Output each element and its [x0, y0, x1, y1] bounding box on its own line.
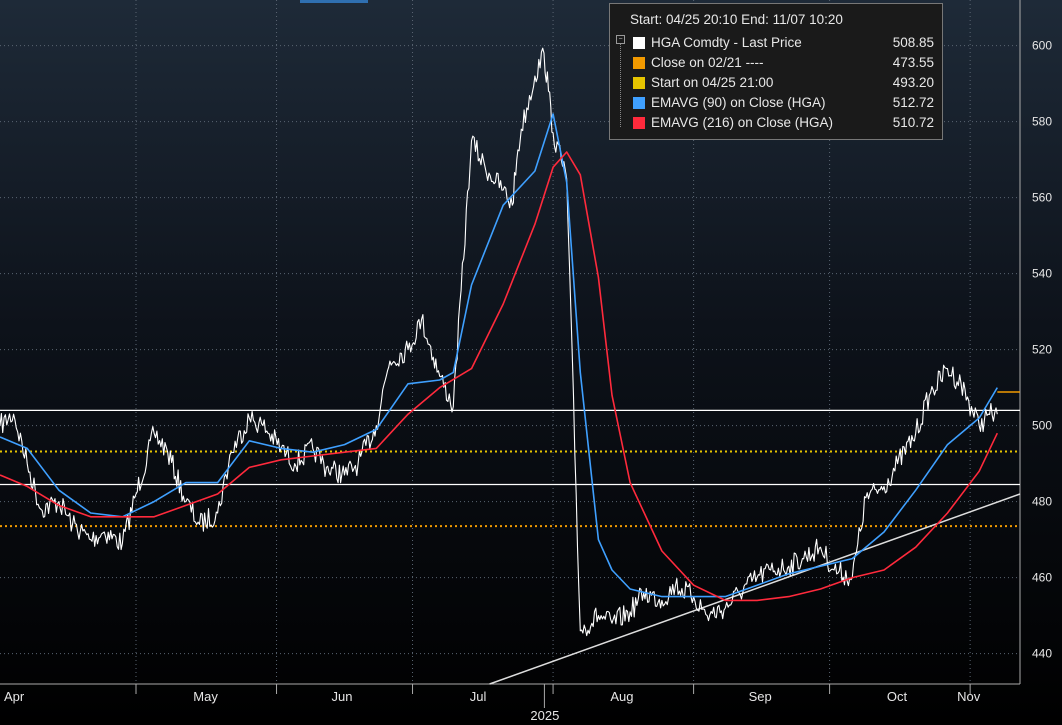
collapse-icon[interactable]: −	[616, 35, 625, 44]
x-tick-label: Sep	[749, 689, 772, 704]
x-tick-label: Aug	[610, 689, 633, 704]
legend-entry-last-price[interactable]: HGA Comdty - Last Price 508.85	[620, 34, 934, 54]
y-tick-label: 480	[1032, 495, 1052, 509]
legend-value: 510.72	[892, 115, 934, 130]
support-trendline	[489, 493, 1021, 685]
legend-entry-ema216[interactable]: EMAVG (216) on Close (HGA) 510.72	[620, 114, 934, 134]
legend-label: Close on 02/21 ----	[651, 55, 764, 70]
legend-swatch-last-price	[633, 37, 645, 49]
legend-swatch-ema216	[633, 117, 645, 129]
legend-entry-start-0425[interactable]: Start on 04/25 21:00 493.20	[620, 74, 934, 94]
y-tick-label: 520	[1032, 343, 1052, 357]
legend-header: Start: 04/25 20:10 End: 11/07 10:20	[630, 12, 843, 27]
legend-tree-lines	[620, 39, 629, 127]
y-tick-label: 540	[1032, 267, 1052, 281]
y-tick-label: 500	[1032, 419, 1052, 433]
x-tick-label: Jul	[470, 689, 487, 704]
legend-swatch-close-0221	[633, 57, 645, 69]
last-price-series	[0, 47, 998, 637]
x-tick-label: Oct	[887, 689, 908, 704]
y-tick-label: 460	[1032, 571, 1052, 585]
y-tick-label: 600	[1032, 39, 1052, 53]
x-year-label: 2025	[530, 708, 559, 723]
legend-swatch-start-0425	[633, 77, 645, 89]
ema90-series	[0, 113, 998, 598]
legend-value: 473.55	[892, 55, 934, 70]
legend-label: Start on 04/25 21:00	[651, 75, 774, 90]
ema216-series	[0, 151, 999, 602]
legend-value: 493.20	[892, 75, 934, 90]
legend-entry-ema90[interactable]: EMAVG (90) on Close (HGA) 512.72	[620, 94, 934, 114]
legend-value: 512.72	[892, 95, 934, 110]
legend-label: HGA Comdty - Last Price	[651, 35, 802, 50]
legend-entry-close-0221[interactable]: Close on 02/21 ---- 473.55	[620, 54, 934, 74]
x-tick-label: Apr	[4, 689, 25, 704]
legend-label: EMAVG (90) on Close (HGA)	[651, 95, 826, 110]
legend[interactable]: Start: 04/25 20:10 End: 11/07 10:20 − HG…	[609, 3, 943, 140]
x-tick-label: Nov	[957, 689, 981, 704]
legend-value: 508.85	[892, 35, 934, 50]
y-tick-label: 440	[1032, 647, 1052, 661]
y-tick-label: 580	[1032, 115, 1052, 129]
x-tick-label: May	[193, 689, 218, 704]
legend-label: EMAVG (216) on Close (HGA)	[651, 115, 834, 130]
y-tick-label: 560	[1032, 191, 1052, 205]
legend-swatch-ema90	[633, 97, 645, 109]
x-tick-label: Jun	[332, 689, 353, 704]
tab-indicator	[300, 0, 368, 3]
